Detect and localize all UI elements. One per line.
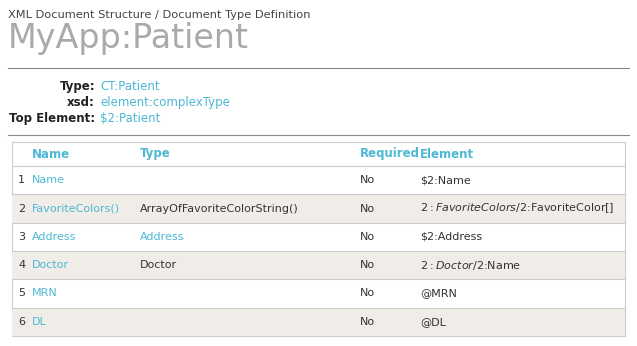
Text: 6: 6 [18,317,25,327]
Bar [12,251,625,279]
Text: 1: 1 [18,175,25,185]
Bar [12,308,625,336]
Text: Type: Type [140,147,171,161]
Text: element:complexType: element:complexType [100,96,230,109]
Text: No: No [360,289,375,299]
Text: DL: DL [32,317,47,327]
Text: $2:Address: $2:Address [420,232,482,242]
Text: Required: Required [360,147,420,161]
Text: MRN: MRN [32,289,58,299]
Text: FavoriteColors(): FavoriteColors() [32,203,120,213]
Text: No: No [360,203,375,213]
Text: $2:Doctor/$2:Name: $2:Doctor/$2:Name [420,259,521,272]
Text: XML Document Structure / Document Type Definition: XML Document Structure / Document Type D… [8,10,310,20]
Text: Address: Address [140,232,184,242]
Text: @MRN: @MRN [420,289,457,299]
Text: $2:FavoriteColors/$2:FavoriteColor[]: $2:FavoriteColors/$2:FavoriteColor[] [420,202,614,216]
Text: $2:Name: $2:Name [420,175,471,185]
Text: Doctor: Doctor [140,260,177,270]
Text: Name: Name [32,147,70,161]
Text: 3: 3 [18,232,25,242]
Text: 4: 4 [18,260,25,270]
Text: ArrayOfFavoriteColorString(): ArrayOfFavoriteColorString() [140,203,299,213]
Text: Top Element:: Top Element: [9,112,95,125]
Bar [12,194,625,223]
Text: No: No [360,232,375,242]
Text: No: No [360,260,375,270]
Text: 5: 5 [18,289,25,299]
Text: xsd:: xsd: [67,96,95,109]
Text: Address: Address [32,232,76,242]
Text: No: No [360,317,375,327]
Text: No: No [360,175,375,185]
Text: @DL: @DL [420,317,446,327]
Text: Type:: Type: [59,80,95,93]
Text: $2:Patient: $2:Patient [100,112,161,125]
Text: Name: Name [32,175,65,185]
Text: MyApp:Patient: MyApp:Patient [8,22,249,55]
Text: Doctor: Doctor [32,260,69,270]
Text: Element: Element [420,147,474,161]
Text: CT:Patient: CT:Patient [100,80,160,93]
Text: 2: 2 [18,203,25,213]
Bar [12,142,625,336]
